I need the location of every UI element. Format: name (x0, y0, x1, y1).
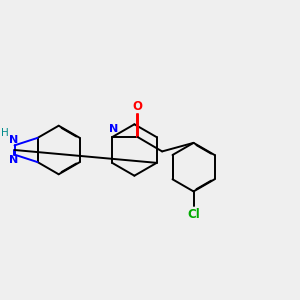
Text: N: N (109, 124, 118, 134)
Text: Cl: Cl (187, 208, 200, 221)
Text: H: H (1, 128, 8, 137)
Text: O: O (133, 100, 143, 113)
Text: N: N (8, 135, 18, 145)
Text: N: N (8, 155, 18, 165)
